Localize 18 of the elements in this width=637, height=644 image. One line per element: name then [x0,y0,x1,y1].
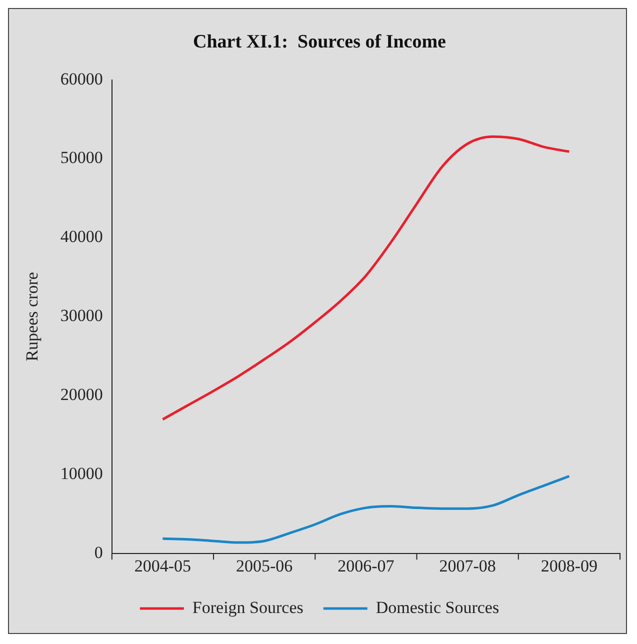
x-tick-label: 2006-07 [338,556,395,576]
y-axis-title: Rupees crore [22,272,42,362]
y-tick-label: 40000 [60,227,103,246]
chart-title: Chart XI.1: Sources of Income [193,31,446,52]
x-tick-label: 2008-09 [540,556,598,576]
y-tick-label: 30000 [60,306,103,326]
y-tick-label: 20000 [60,385,103,404]
x-tick-label: 2005-06 [236,556,293,576]
x-tick-label: 2004-05 [134,556,192,576]
x-tick-label: 2007-08 [439,556,496,576]
legend-label: Domestic Sources [376,598,500,617]
line-series [161,135,570,421]
line-series [161,474,570,544]
y-tick-label: 60000 [60,69,103,88]
y-tick-label: 50000 [60,148,103,168]
legend-label: Foreign Sources [192,598,304,617]
y-tick-label: 0 [94,543,103,562]
y-tick-label: 10000 [60,464,103,484]
